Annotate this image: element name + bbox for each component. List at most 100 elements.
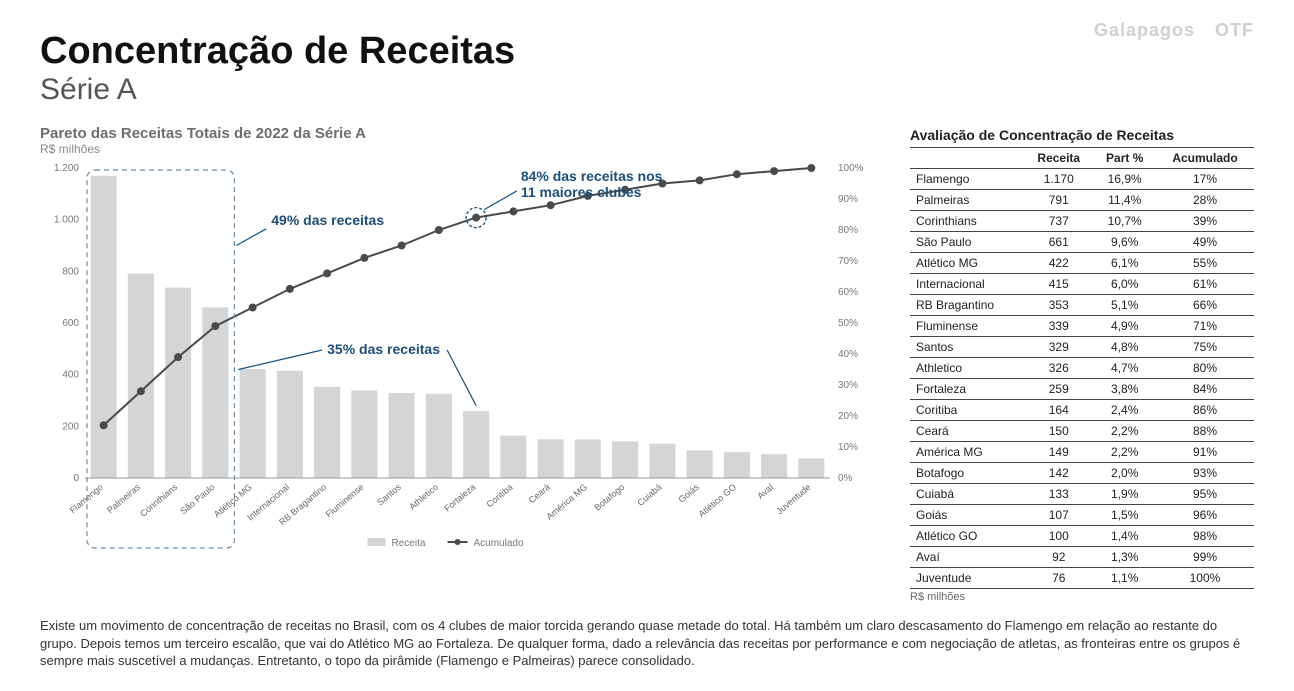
table-row: Athletico3264,7%80%	[910, 358, 1254, 379]
page-title: Concentração de Receitas	[40, 30, 1254, 73]
table-cell: 95%	[1156, 484, 1254, 505]
bar	[389, 393, 415, 478]
table-cell: 9,6%	[1093, 232, 1156, 253]
table-cell: 99%	[1156, 547, 1254, 568]
table-row: Goiás1071,5%96%	[910, 505, 1254, 526]
bar	[798, 458, 824, 478]
table-cell: São Paulo	[910, 232, 1024, 253]
bar	[351, 390, 377, 478]
table-cell: Athletico	[910, 358, 1024, 379]
line-marker	[398, 242, 406, 250]
svg-text:10%: 10%	[838, 442, 858, 453]
line-marker	[286, 285, 294, 293]
logo-galapagos: Galapagos	[1094, 20, 1195, 40]
bar	[426, 394, 452, 478]
table-cell: 150	[1024, 421, 1093, 442]
chart-annotation: 84% das receitas nos	[521, 168, 663, 184]
x-label: Goiás	[676, 482, 701, 505]
svg-text:Acumulado: Acumulado	[474, 538, 524, 549]
table-cell: 92	[1024, 547, 1093, 568]
table-row: Fortaleza2593,8%84%	[910, 379, 1254, 400]
table-cell: 3,8%	[1093, 379, 1156, 400]
line-marker	[323, 269, 331, 277]
table-cell: 4,8%	[1093, 337, 1156, 358]
table-cell: Avaí	[910, 547, 1024, 568]
x-label: Palmeiras	[105, 482, 142, 516]
annotation-arrow	[238, 350, 322, 370]
svg-text:1.200: 1.200	[54, 163, 79, 174]
table-cell: 96%	[1156, 505, 1254, 526]
table-row: Santos3294,8%75%	[910, 337, 1254, 358]
table-header: Receita	[1024, 148, 1093, 169]
svg-text:100%: 100%	[838, 163, 864, 174]
bar	[128, 274, 154, 478]
table-cell: Juventude	[910, 568, 1024, 589]
x-label: Avaí	[755, 482, 775, 501]
table-note: R$ milhões	[910, 591, 1254, 603]
table-cell: 422	[1024, 253, 1093, 274]
content-row: Pareto das Receitas Totais de 2022 da Sé…	[40, 121, 1254, 603]
table-cell: 17%	[1156, 169, 1254, 190]
x-label: Corinthians	[138, 482, 180, 519]
table-cell: 791	[1024, 190, 1093, 211]
svg-text:90%: 90%	[838, 194, 858, 205]
table-header: Acumulado	[1156, 148, 1254, 169]
table-cell: 661	[1024, 232, 1093, 253]
table-row: Coritiba1642,4%86%	[910, 400, 1254, 421]
table-cell: Santos	[910, 337, 1024, 358]
line-marker	[100, 421, 108, 429]
bar	[500, 436, 526, 478]
table-cell: 93%	[1156, 463, 1254, 484]
line-marker	[770, 167, 778, 175]
table-cell: 737	[1024, 211, 1093, 232]
table-cell: 55%	[1156, 253, 1254, 274]
table-cell: 4,9%	[1093, 316, 1156, 337]
bar	[687, 450, 713, 478]
svg-text:0%: 0%	[838, 473, 853, 484]
table-cell: 80%	[1156, 358, 1254, 379]
svg-text:30%: 30%	[838, 380, 858, 391]
chart-annotation: 11 maiores clubes	[521, 184, 642, 200]
line-marker	[733, 170, 741, 178]
bar	[649, 444, 675, 478]
table-cell: Palmeiras	[910, 190, 1024, 211]
x-label: Juventude	[774, 482, 812, 516]
chart-annotation: 35% das receitas	[327, 341, 440, 357]
table-cell: 2,0%	[1093, 463, 1156, 484]
x-label: Ceará	[527, 482, 552, 505]
table-cell: Coritiba	[910, 400, 1024, 421]
table-cell: 142	[1024, 463, 1093, 484]
svg-text:60%: 60%	[838, 287, 858, 298]
table-cell: 49%	[1156, 232, 1254, 253]
svg-text:50%: 50%	[838, 318, 858, 329]
table-row: Avaí921,3%99%	[910, 547, 1254, 568]
svg-text:80%: 80%	[838, 225, 858, 236]
line-marker	[211, 322, 219, 330]
bar	[463, 411, 489, 478]
table-cell: 326	[1024, 358, 1093, 379]
table-cell: 2,2%	[1093, 421, 1156, 442]
table-cell: 100%	[1156, 568, 1254, 589]
page-subtitle: Série A	[40, 73, 1254, 107]
table-cell: 1,4%	[1093, 526, 1156, 547]
svg-text:70%: 70%	[838, 256, 858, 267]
table-cell: 133	[1024, 484, 1093, 505]
table-cell: 1.170	[1024, 169, 1093, 190]
bar	[538, 439, 564, 478]
table-cell: 259	[1024, 379, 1093, 400]
chart-unit: R$ milhões	[40, 142, 880, 156]
table-cell: 4,7%	[1093, 358, 1156, 379]
x-label: Santos	[375, 482, 403, 508]
table-cell: 88%	[1156, 421, 1254, 442]
table-title: Avaliação de Concentração de Receitas	[910, 127, 1254, 143]
table-cell: 11,4%	[1093, 190, 1156, 211]
table-row: Ceará1502,2%88%	[910, 421, 1254, 442]
line-marker	[249, 304, 257, 312]
table-cell: América MG	[910, 442, 1024, 463]
table-cell: Corinthians	[910, 211, 1024, 232]
analysis-paragraph: Existe um movimento de concentração de r…	[40, 617, 1254, 670]
svg-text:800: 800	[62, 266, 79, 277]
svg-text:1.000: 1.000	[54, 215, 79, 226]
table-row: Internacional4156,0%61%	[910, 274, 1254, 295]
table-cell: 1,3%	[1093, 547, 1156, 568]
